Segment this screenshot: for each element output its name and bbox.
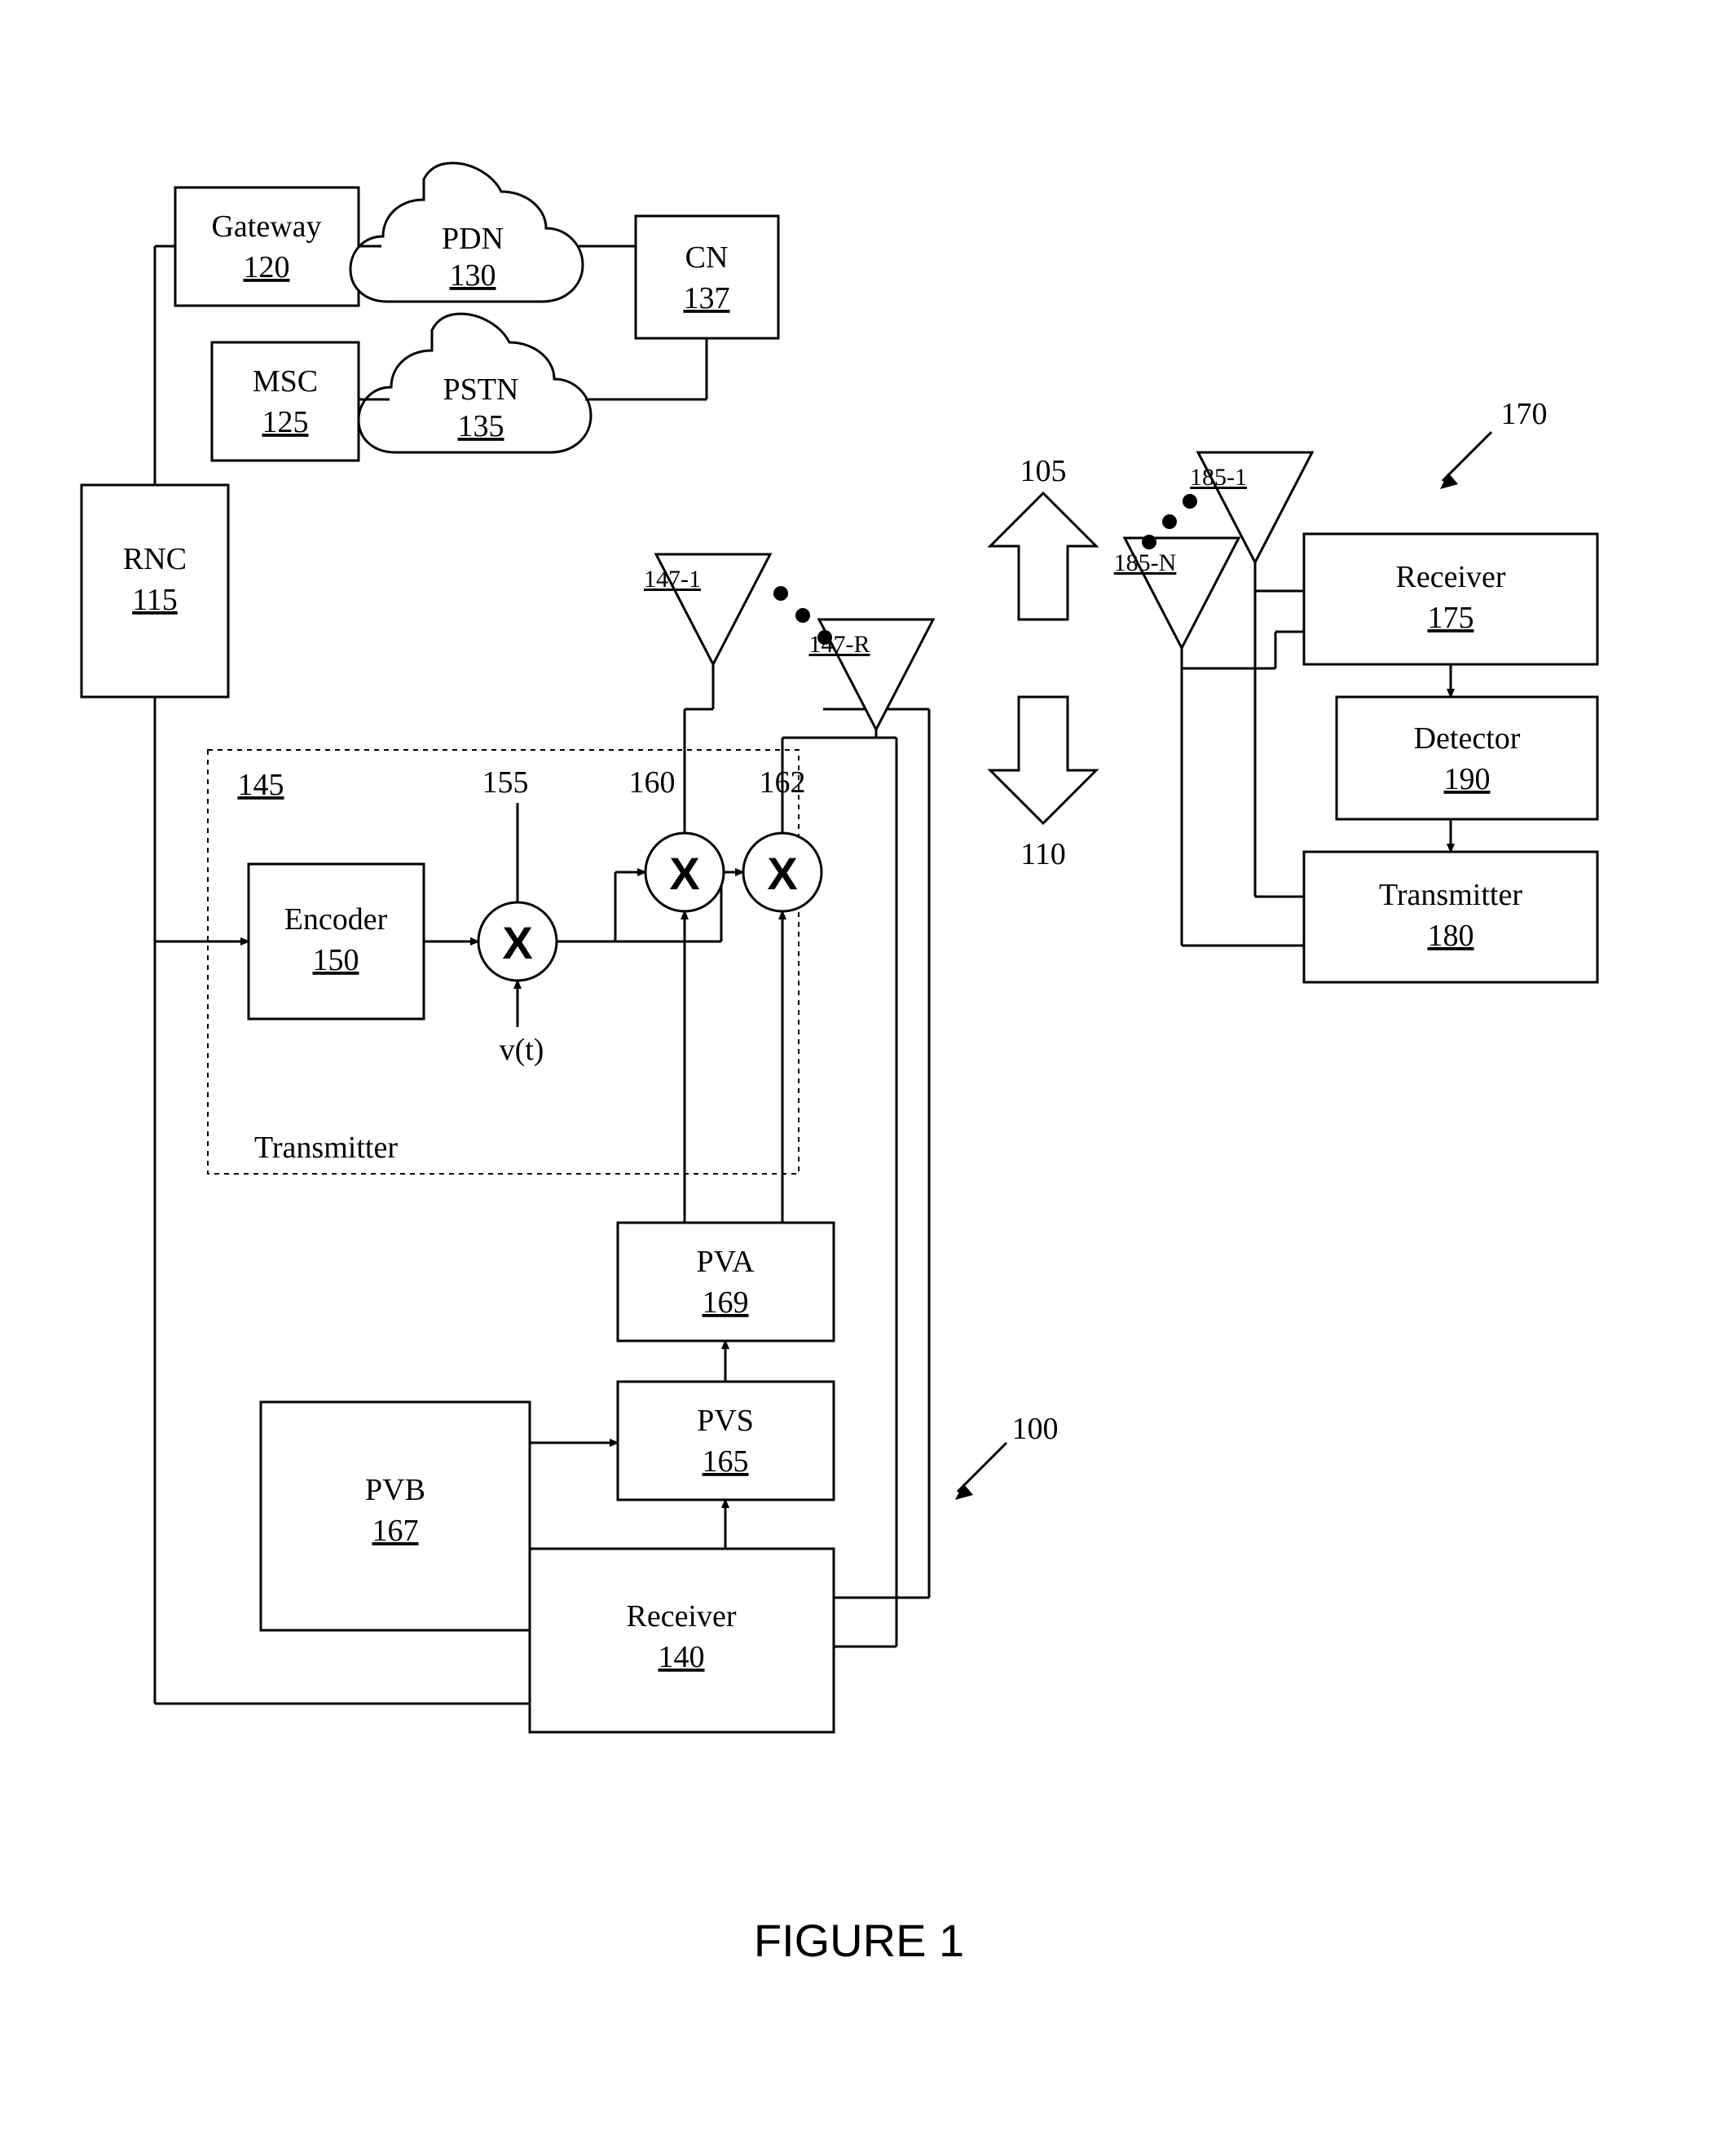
antenna-185-N-label: 185-N xyxy=(1114,549,1177,576)
encoder-box xyxy=(249,864,424,1019)
pstn-label: PSTN xyxy=(443,373,519,407)
svg-text:X: X xyxy=(669,848,699,899)
cn-ref: 137 xyxy=(684,281,730,315)
pva-ref: 169 xyxy=(703,1285,749,1320)
svg-text:110: 110 xyxy=(1020,837,1066,871)
ue-ant-dot-2 xyxy=(1162,514,1177,529)
pva-label: PVA xyxy=(696,1245,755,1279)
ue-transmitter-ref: 180 xyxy=(1428,919,1474,953)
pstn-cloud: PSTN 135 xyxy=(359,314,591,452)
ue-detector-ref: 190 xyxy=(1444,762,1491,796)
transmitter-label: Transmitter xyxy=(254,1131,398,1165)
figure-caption: FIGURE 1 xyxy=(754,1915,964,1966)
encoder-ref: 150 xyxy=(313,943,359,977)
pdn-cloud: PDN 130 xyxy=(350,163,583,302)
pvb-label: PVB xyxy=(365,1473,425,1507)
callout-170: 170 xyxy=(1440,397,1548,489)
ue-detector-box xyxy=(1337,697,1597,819)
msc-ref: 125 xyxy=(262,405,309,439)
ue-transmitter-label: Transmitter xyxy=(1379,878,1522,912)
ue-ant-dot-1 xyxy=(1183,494,1197,509)
msc-box xyxy=(212,342,359,461)
mixer-w1-ref: 160 xyxy=(629,765,676,800)
pvs-box xyxy=(618,1382,834,1500)
bs-receiver-label: Receiver xyxy=(626,1599,736,1634)
ue-ant-dot-3 xyxy=(1142,535,1156,549)
pva-box xyxy=(618,1223,834,1341)
rnc-ref: 115 xyxy=(132,583,178,617)
antenna-147-1-label: 147-1 xyxy=(644,566,701,593)
bs-receiver-ref: 140 xyxy=(659,1640,705,1674)
transmitter-ref: 145 xyxy=(238,768,284,802)
msc-label: MSC xyxy=(253,364,318,399)
figure-svg: RNC 115 Gateway 120 MSC 125 PDN 130 PSTN… xyxy=(0,0,1718,2156)
svg-text:X: X xyxy=(502,917,532,968)
gateway-label: Gateway xyxy=(211,209,321,244)
pvb-ref: 167 xyxy=(372,1514,419,1548)
ue-transmitter-box xyxy=(1304,852,1597,982)
svg-text:100: 100 xyxy=(1012,1412,1059,1446)
svg-text:170: 170 xyxy=(1501,397,1548,431)
downlink-arrow-icon: 110 xyxy=(990,697,1096,871)
mixer-vt: X xyxy=(478,902,557,981)
mixer-w1: X xyxy=(645,833,724,911)
mixer-w2: X xyxy=(743,833,822,911)
gateway-box xyxy=(175,187,359,306)
callout-100: 100 xyxy=(955,1412,1059,1500)
ue-detector-label: Detector xyxy=(1414,721,1521,756)
bs-ant-dot-3 xyxy=(817,630,832,645)
pvs-ref: 165 xyxy=(703,1444,749,1479)
pdn-label: PDN xyxy=(442,222,504,256)
ue-receiver-label: Receiver xyxy=(1395,560,1505,594)
bs-ant-dot-1 xyxy=(773,586,788,601)
encoder-label: Encoder xyxy=(284,902,388,937)
antenna-185-1-label: 185-1 xyxy=(1190,464,1247,491)
cn-box xyxy=(636,216,778,338)
pvs-label: PVS xyxy=(697,1404,754,1438)
mixer-vt-input: v(t) xyxy=(500,1033,544,1067)
cn-label: CN xyxy=(685,240,729,275)
uplink-arrow-icon: 105 xyxy=(990,454,1096,619)
bs-ant-dot-2 xyxy=(795,608,810,623)
rnc-label: RNC xyxy=(123,542,187,576)
mixer-vt-ref: 155 xyxy=(482,765,529,800)
svg-text:X: X xyxy=(767,848,797,899)
svg-text:105: 105 xyxy=(1020,454,1067,488)
pstn-ref: 135 xyxy=(458,409,504,443)
ue-receiver-box xyxy=(1304,534,1597,664)
gateway-ref: 120 xyxy=(244,250,290,284)
ue-receiver-ref: 175 xyxy=(1428,601,1474,635)
pdn-ref: 130 xyxy=(450,258,496,293)
